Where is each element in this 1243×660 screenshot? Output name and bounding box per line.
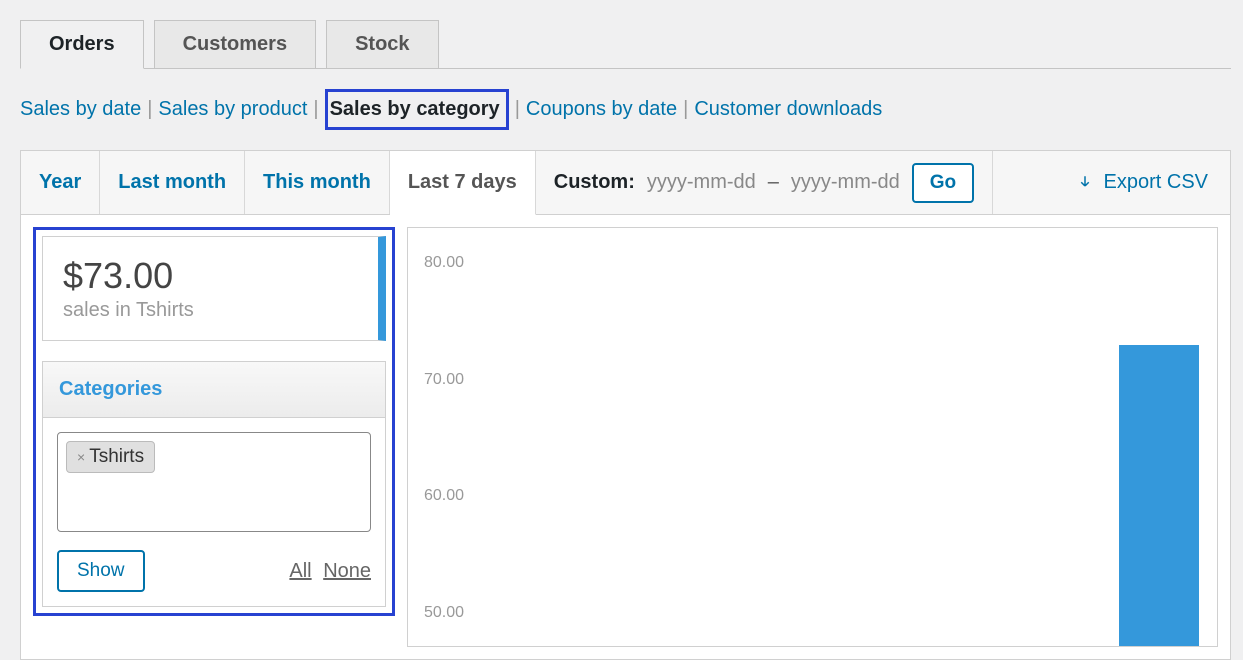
- sub-nav-active[interactable]: Sales by category: [325, 89, 509, 130]
- chart-ytick: 80.00: [424, 254, 464, 272]
- nav-separator: |: [683, 98, 688, 120]
- categories-box: Categories ×Tshirts Show All None: [42, 361, 386, 607]
- sub-nav-link[interactable]: Sales by product: [158, 98, 307, 120]
- categories-actions: Show All None: [57, 532, 371, 592]
- sub-nav-link[interactable]: Sales by date: [20, 98, 141, 120]
- go-button[interactable]: Go: [912, 163, 974, 203]
- time-tab-this-month[interactable]: This month: [245, 151, 390, 214]
- categories-header: Categories: [43, 362, 385, 418]
- chart-ytick: 50.00: [424, 604, 464, 622]
- time-tabs: YearLast monthThis monthLast 7 days Cust…: [21, 151, 1230, 215]
- summary-desc: sales in Tshirts: [63, 299, 358, 322]
- export-csv-link[interactable]: Export CSV: [1054, 151, 1230, 214]
- export-label: Export CSV: [1104, 171, 1208, 194]
- nav-separator: |: [515, 98, 520, 120]
- chart-ytick: 60.00: [424, 487, 464, 505]
- main-tab-customers[interactable]: Customers: [154, 20, 316, 69]
- custom-range: Custom: yyyy-mm-dd – yyyy-mm-dd Go: [536, 151, 993, 214]
- tag-label: Tshirts: [89, 446, 144, 468]
- select-all-link[interactable]: All: [289, 560, 311, 582]
- main-tab-stock[interactable]: Stock: [326, 20, 438, 69]
- remove-tag-icon[interactable]: ×: [77, 449, 85, 465]
- nav-separator: |: [147, 98, 152, 120]
- show-button[interactable]: Show: [57, 550, 145, 592]
- date-to-input[interactable]: yyyy-mm-dd: [791, 171, 900, 194]
- summary-value: $73.00: [63, 255, 358, 297]
- select-links: All None: [289, 560, 371, 583]
- download-icon: [1076, 174, 1094, 192]
- chart-bar: [1119, 345, 1199, 647]
- time-tab-year[interactable]: Year: [21, 151, 100, 214]
- date-from-input[interactable]: yyyy-mm-dd: [647, 171, 756, 194]
- category-tag: ×Tshirts: [66, 441, 155, 473]
- chart-area: 80.00 70.00 60.00 50.00: [407, 227, 1218, 647]
- report-sidebar: $73.00 sales in Tshirts Categories ×Tshi…: [33, 227, 395, 616]
- date-dash: –: [768, 171, 779, 194]
- summary-card[interactable]: $73.00 sales in Tshirts: [42, 236, 386, 341]
- time-tab-last-month[interactable]: Last month: [100, 151, 245, 214]
- custom-label: Custom:: [554, 171, 635, 194]
- time-tab-last-7-days[interactable]: Last 7 days: [390, 151, 536, 215]
- sub-nav-link[interactable]: Customer downloads: [694, 98, 882, 120]
- sub-nav: Sales by date | Sales by product | Sales by …: [0, 69, 1243, 150]
- select-none-link[interactable]: None: [323, 560, 371, 582]
- main-tabs: OrdersCustomersStock: [0, 20, 1243, 69]
- categories-body: ×Tshirts Show All None: [43, 418, 385, 606]
- report-body: $73.00 sales in Tshirts Categories ×Tshi…: [21, 215, 1230, 659]
- categories-input[interactable]: ×Tshirts: [57, 432, 371, 532]
- main-tab-orders[interactable]: Orders: [20, 20, 144, 69]
- report-container: YearLast monthThis monthLast 7 days Cust…: [20, 150, 1231, 660]
- chart-ytick: 70.00: [424, 371, 464, 389]
- nav-separator: |: [313, 98, 318, 120]
- sub-nav-link[interactable]: Coupons by date: [526, 98, 677, 120]
